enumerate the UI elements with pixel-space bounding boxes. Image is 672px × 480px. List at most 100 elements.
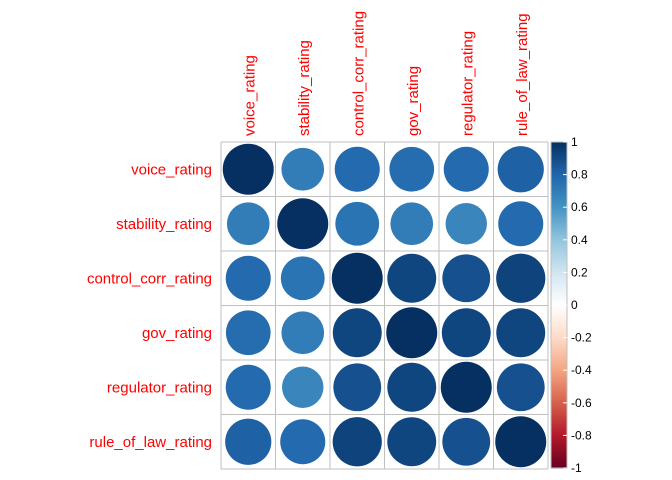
- colorbar-segment: [551, 309, 567, 313]
- column-label-regulator_rating: regulator_rating: [459, 31, 476, 136]
- colorbar-segment: [551, 142, 567, 145]
- colorbar-segment: [551, 378, 567, 381]
- colorbar-segment: [551, 280, 567, 283]
- colorbar-segment: [551, 355, 567, 358]
- colorbar-segment: [551, 373, 567, 376]
- colorbar-segment: [551, 394, 567, 397]
- colorbar-segment: [551, 410, 567, 414]
- colorbar-segment: [551, 331, 567, 334]
- column-labels: voice_rating stability_rating control_corr…: [241, 11, 531, 136]
- colorbar-segment: [551, 156, 567, 159]
- colorbar-segment: [551, 275, 567, 278]
- colorbar-segment: [551, 428, 567, 432]
- colorbar-segment: [551, 451, 567, 454]
- colorbar-segment: [551, 357, 567, 360]
- colorbar-segment: [551, 246, 567, 249]
- colorbar-segment: [551, 352, 567, 355]
- correlation-circle-stability_rating-gov_rating: [390, 202, 434, 246]
- colorbar-segment: [551, 371, 567, 375]
- colorbar-segment: [551, 437, 567, 440]
- correlation-circle-stability_rating-rule_of_law_rating: [498, 201, 544, 247]
- colorbar-segment: [551, 287, 567, 290]
- colorbar-segment: [551, 221, 567, 225]
- colorbar-segment: [551, 202, 567, 205]
- colorbar-segment: [551, 381, 567, 384]
- correlation-circle-control_corr_rating-gov_rating: [387, 253, 437, 303]
- colorbar-tick-label: 0: [571, 298, 578, 312]
- colorbar-segment: [551, 376, 567, 379]
- correlation-circle-stability_rating-voice_rating: [226, 202, 270, 246]
- colorbar-segment: [551, 182, 567, 185]
- colorbar-segment: [551, 450, 567, 453]
- colorbar-tick-label: 0.8: [571, 168, 588, 182]
- correlation-circle-control_corr_rating-rule_of_law_rating: [496, 253, 546, 303]
- colorbar-segment: [551, 195, 567, 199]
- colorbar-segment: [551, 296, 567, 300]
- colorbar-segment: [551, 365, 567, 368]
- correlation-circle-regulator_rating-gov_rating: [387, 362, 437, 412]
- colorbar-segment: [551, 158, 567, 161]
- colorbar-segment: [551, 415, 567, 419]
- colorbar-segment: [551, 181, 567, 184]
- colorbar-segment: [551, 179, 567, 182]
- colorbar-segment: [551, 306, 567, 309]
- colorbar-segment: [551, 412, 567, 415]
- colorbar-segment: [551, 327, 567, 331]
- colorbar-segment: [551, 463, 567, 466]
- colorbar-tick-label: 0.2: [571, 265, 588, 279]
- row-label-rule_of_law_rating: rule_of_law_rating: [89, 434, 212, 451]
- colorbar-segment: [551, 397, 567, 401]
- colorbar-segment: [551, 422, 567, 425]
- correlation-circle-voice_rating-voice_rating: [222, 143, 274, 195]
- matrix-grid: [220, 141, 549, 470]
- colorbar-segment: [551, 393, 567, 396]
- colorbar-segment: [551, 194, 567, 197]
- colorbar-segment: [551, 151, 567, 155]
- correlation-circle-voice_rating-rule_of_law_rating: [497, 146, 544, 193]
- correlation-circle-stability_rating-control_corr_rating: [335, 201, 380, 246]
- colorbar-segment: [551, 433, 567, 436]
- colorbar-segment: [551, 311, 567, 314]
- colorbar-segment: [551, 345, 567, 348]
- colorbar-segment: [551, 174, 567, 177]
- colorbar-segment: [551, 324, 567, 327]
- colorbar-segment: [551, 252, 567, 256]
- colorbar-segment: [551, 339, 567, 342]
- colorbar-segment: [551, 177, 567, 181]
- colorbar-segment: [551, 155, 567, 158]
- colorbar-segment: [551, 353, 567, 357]
- colorbar-segment: [551, 282, 567, 285]
- colorbar-segment: [551, 254, 567, 257]
- colorbar-segment: [551, 164, 567, 168]
- colorbar-segment: [551, 168, 567, 171]
- colorbar-segment: [551, 335, 567, 339]
- colorbar-segment: [551, 190, 567, 194]
- colorbar-segment: [551, 402, 567, 406]
- colorbar-segment: [551, 212, 567, 215]
- colorbar-segment: [551, 159, 567, 163]
- colorbar-segment: [551, 459, 567, 463]
- colorbar-segment: [551, 234, 567, 238]
- colorbar-segment: [551, 270, 567, 273]
- colorbar-segment: [551, 363, 567, 366]
- colorbar-segment: [551, 342, 567, 345]
- colorbar-segment: [551, 257, 567, 260]
- colorbar-segment: [551, 448, 567, 451]
- correlation-circle-voice_rating-regulator_rating: [443, 146, 489, 192]
- colorbar-segment: [551, 350, 567, 353]
- colorbar-segment: [551, 420, 567, 423]
- colorbar-segment: [551, 169, 567, 172]
- colorbar-segment: [551, 226, 567, 229]
- colorbar-segment: [551, 192, 567, 195]
- correlation-circle-rule_of_law_rating-regulator_rating: [442, 417, 491, 466]
- colorbar-segment: [551, 401, 567, 404]
- colorbar-tick-label: -1: [571, 461, 582, 475]
- column-label-control_corr_rating: control_corr_rating: [350, 11, 367, 136]
- colorbar-segment: [551, 441, 567, 445]
- colorbar-segment: [551, 391, 567, 394]
- colorbar-segment: [551, 197, 567, 200]
- colorbar-segment: [551, 344, 567, 347]
- correlation-circle-voice_rating-control_corr_rating: [334, 146, 380, 192]
- colorbar-segment: [551, 231, 567, 234]
